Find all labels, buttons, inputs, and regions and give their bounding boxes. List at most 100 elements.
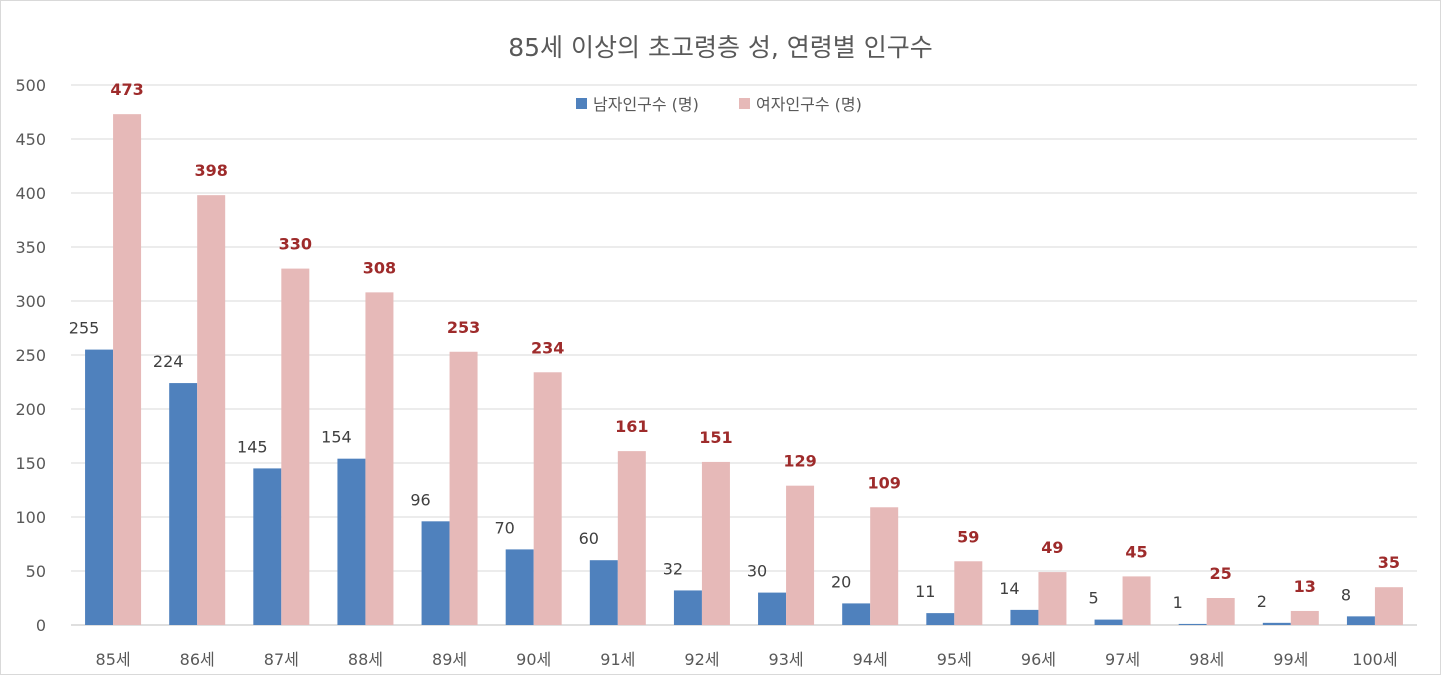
x-axis: 85세 86세 87세 88세 89세 90세 91세 92세 93세 94세 95세 96세 97세 9… xyxy=(96,650,1398,669)
bar-female xyxy=(1374,587,1403,625)
bars xyxy=(85,114,1403,625)
data-label-female: 161 xyxy=(615,417,648,436)
data-label-male: 1 xyxy=(1173,593,1183,612)
y-tick-label: 350 xyxy=(15,238,46,257)
y-tick-label: 450 xyxy=(15,130,46,149)
x-tick-label: 93세 xyxy=(769,650,804,669)
data-label-female: 25 xyxy=(1210,564,1232,583)
y-tick-label: 100 xyxy=(15,508,46,527)
data-label-male: 30 xyxy=(747,562,767,581)
x-tick-label: 98세 xyxy=(1189,650,1224,669)
x-tick-label: 88세 xyxy=(348,650,383,669)
data-label-female: 49 xyxy=(1041,538,1063,557)
x-tick-label: 92세 xyxy=(684,650,719,669)
data-label-male: 145 xyxy=(237,437,268,456)
bar-female xyxy=(1038,572,1067,625)
bar-female xyxy=(365,292,394,625)
x-tick-label: 97세 xyxy=(1105,650,1140,669)
data-label-male: 2 xyxy=(1257,592,1267,611)
y-tick-label: 400 xyxy=(15,184,46,203)
data-label-female: 308 xyxy=(363,258,396,277)
data-label-female: 129 xyxy=(783,452,816,471)
bar-female xyxy=(701,461,730,625)
chart-title: 85세 이상의 초고령층 성, 연령별 인구수 xyxy=(508,33,933,62)
bar-male xyxy=(673,590,702,625)
bar-male xyxy=(1178,623,1207,625)
data-label-female: 330 xyxy=(279,235,312,254)
data-label-male: 14 xyxy=(999,579,1019,598)
data-label-male: 60 xyxy=(579,529,599,548)
data-label-female: 151 xyxy=(699,428,732,447)
legend-label-male: 남자인구수 (명) xyxy=(593,95,699,114)
data-label-male: 96 xyxy=(410,490,430,509)
bar-male xyxy=(842,603,871,625)
bar-male xyxy=(758,592,787,625)
y-tick-label: 200 xyxy=(15,400,46,419)
bar-female xyxy=(786,485,815,625)
legend-label-female: 여자인구수 (명) xyxy=(756,95,862,114)
bar-male xyxy=(1094,619,1123,625)
bar-male xyxy=(421,521,450,625)
data-label-female: 109 xyxy=(867,473,900,492)
bar-female xyxy=(954,561,983,625)
bar-male xyxy=(85,349,114,625)
x-tick-label: 90세 xyxy=(516,650,551,669)
x-tick-label: 96세 xyxy=(1021,650,1056,669)
y-tick-label: 0 xyxy=(36,616,46,635)
bar-female xyxy=(1122,576,1151,625)
x-tick-label: 94세 xyxy=(853,650,888,669)
bar-male xyxy=(505,549,534,625)
legend-swatch-female xyxy=(739,98,750,109)
x-tick-label: 85세 xyxy=(96,650,131,669)
data-label-female: 253 xyxy=(447,318,480,337)
bar-male xyxy=(926,613,955,625)
x-tick-label: 87세 xyxy=(264,650,299,669)
bar-female xyxy=(449,351,478,625)
x-tick-label: 89세 xyxy=(432,650,467,669)
bar-male xyxy=(1010,609,1039,625)
x-tick-label: 100세 xyxy=(1352,650,1397,669)
bar-male xyxy=(1262,622,1291,625)
data-label-male: 224 xyxy=(153,352,184,371)
x-tick-label: 86세 xyxy=(180,650,215,669)
y-tick-label: 50 xyxy=(26,562,46,581)
data-label-male: 154 xyxy=(321,428,352,447)
data-label-female: 473 xyxy=(110,80,143,99)
data-label-male: 11 xyxy=(915,582,935,601)
bar-male xyxy=(589,560,618,625)
data-label-female: 398 xyxy=(194,161,227,180)
y-tick-label: 250 xyxy=(15,346,46,365)
bar-male xyxy=(169,383,198,625)
bar-female xyxy=(1290,610,1319,625)
bar-female xyxy=(281,268,310,625)
bar-female xyxy=(870,507,899,625)
legend-swatch-male xyxy=(576,98,587,109)
x-tick-label: 91세 xyxy=(600,650,635,669)
bar-female xyxy=(113,114,142,625)
data-label-male: 8 xyxy=(1341,585,1351,604)
data-label-female: 45 xyxy=(1125,542,1147,561)
bar-male xyxy=(1346,616,1375,625)
data-label-male: 5 xyxy=(1088,589,1098,608)
data-labels: 2554732243981453301543089625370234601613… xyxy=(69,80,1400,612)
bar-female xyxy=(1206,598,1235,625)
data-label-female: 35 xyxy=(1378,553,1400,572)
bar-female xyxy=(617,451,646,625)
bar-male xyxy=(253,468,282,625)
x-tick-label: 99세 xyxy=(1273,650,1308,669)
y-axis: 0 50 100 150 200 250 300 350 400 450 500 xyxy=(15,76,46,635)
data-label-female: 59 xyxy=(957,527,979,546)
y-tick-label: 300 xyxy=(15,292,46,311)
bar-male xyxy=(337,458,366,625)
data-label-male: 255 xyxy=(69,319,100,338)
legend: 남자인구수 (명) 여자인구수 (명) xyxy=(576,95,862,114)
data-label-female: 234 xyxy=(531,338,564,357)
x-tick-label: 95세 xyxy=(937,650,972,669)
data-label-male: 70 xyxy=(495,518,515,537)
data-label-male: 32 xyxy=(663,559,683,578)
y-tick-label: 500 xyxy=(15,76,46,95)
data-label-female: 13 xyxy=(1294,577,1316,596)
y-tick-label: 150 xyxy=(15,454,46,473)
bar-female xyxy=(197,195,226,625)
